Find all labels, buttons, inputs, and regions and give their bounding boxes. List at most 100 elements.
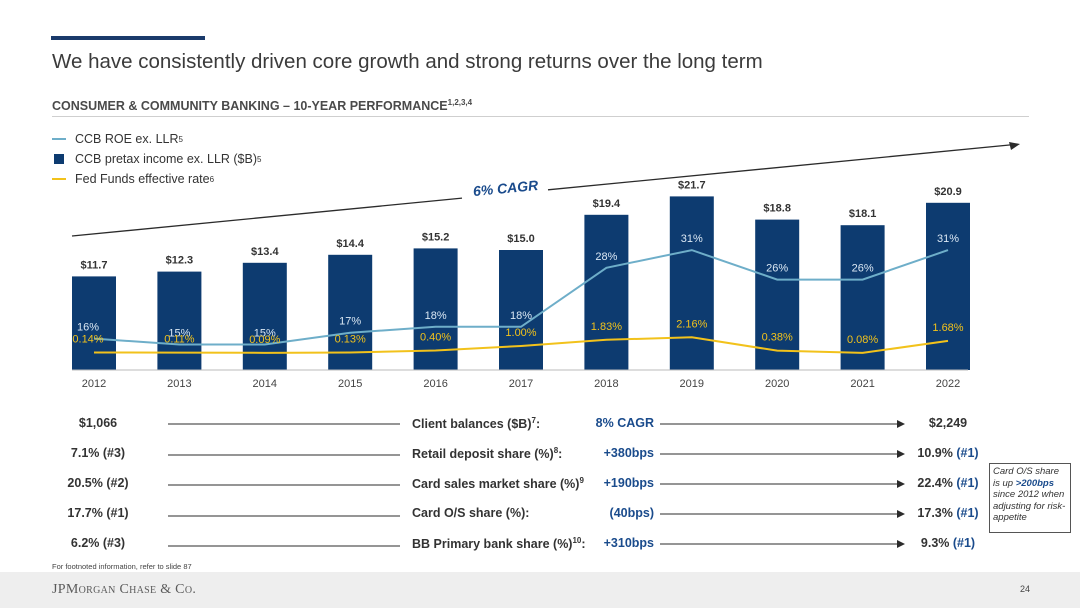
metric-label: Card sales market share (%)9 (412, 476, 584, 492)
bar-label-2013: $12.3 (166, 255, 194, 267)
note-text-before: Card O/S share is up (993, 466, 1059, 489)
fed-label-2017: 1.00% (505, 327, 536, 339)
bar-label-2016: $15.2 (422, 231, 450, 243)
fed-label-2014: 0.09% (249, 334, 280, 346)
x-tick-2015: 2015 (338, 378, 362, 390)
roe-label-2014: 15% (254, 328, 276, 340)
legend-swatch-income (54, 154, 64, 164)
roe-label-2020: 26% (766, 263, 788, 275)
metric-connector-left (168, 484, 400, 486)
footnote: For footnoted information, refer to slid… (52, 562, 192, 571)
roe-label-2016: 18% (425, 310, 447, 322)
legend-sup-fed: 6 (209, 174, 215, 184)
bar-2012 (72, 276, 116, 370)
subtitle-footnote: 1,2,3,4 (447, 98, 473, 107)
x-tick-2022: 2022 (936, 378, 960, 390)
metric-change: 8% CAGR (595, 416, 654, 430)
x-tick-2016: 2016 (423, 378, 447, 390)
metric-connector-left (168, 423, 400, 425)
legend-label-fed: Fed Funds effective rate (75, 172, 210, 186)
subtitle-text: CONSUMER & COMMUNITY BANKING – 10-YEAR P… (52, 99, 448, 114)
metric-start-value: 20.5% (#2) (67, 476, 129, 490)
metric-change: +310bps (603, 536, 654, 550)
page-number: 24 (1019, 584, 1030, 594)
legend-item-fed: Fed Funds effective rate 6 (52, 169, 261, 189)
bar-2022 (926, 202, 970, 370)
footer-bar (0, 572, 1080, 608)
roe-label-2015: 17% (339, 316, 361, 328)
company-logo: JPMorgan Chase & Co. (52, 582, 196, 598)
roe-label-2013: 15% (168, 328, 190, 340)
bar-2013 (157, 271, 202, 370)
metric-label: Client balances ($B)7: (412, 416, 541, 432)
metric-start-value: $1,066 (78, 416, 118, 430)
cagr-arrow-line-left (71, 197, 463, 237)
roe-label-2019: 31% (681, 233, 703, 245)
bar-label-2015: $14.4 (336, 238, 364, 250)
legend-sup-income: 5 (257, 154, 262, 164)
legend-item-income: CCB pretax income ex. LLR ($B) 5 (52, 149, 261, 169)
legend-swatch-fed (52, 178, 66, 180)
metric-end-value: 10.9% (#1) (917, 446, 979, 460)
x-tick-2018: 2018 (594, 378, 618, 390)
bar-2014 (242, 262, 287, 370)
fed-funds-line (93, 336, 949, 354)
metric-start-value: 17.7% (#1) (67, 506, 129, 520)
metric-end-value: 22.4% (#1) (917, 476, 979, 490)
roe-label-2021: 26% (852, 263, 874, 275)
fed-label-2016: 0.40% (420, 332, 451, 344)
metric-connector-left (168, 515, 400, 517)
note-highlight: >200bps (1015, 477, 1055, 489)
page-title: We have consistently driven core growth … (52, 50, 763, 73)
metric-end-value: 17.3% (#1) (917, 506, 979, 520)
bar-label-2019: $21.7 (678, 179, 706, 191)
x-tick-2014: 2014 (253, 378, 277, 390)
chart-subtitle: CONSUMER & COMMUNITY BANKING – 10-YEAR P… (52, 98, 472, 113)
bar-2020 (755, 219, 800, 370)
metric-change: (40bps) (609, 506, 654, 520)
roe-label-2018: 28% (595, 251, 617, 263)
bar-2019 (669, 196, 714, 370)
cagr-label: 6% CAGR (472, 177, 539, 199)
legend-swatch-roe (52, 138, 66, 140)
x-tick-2012: 2012 (82, 378, 106, 390)
cagr-arrow-line-right (547, 144, 1013, 191)
x-tick-2021: 2021 (850, 378, 874, 390)
metric-label: BB Primary bank share (%)10: (412, 536, 586, 552)
fed-label-2018: 1.83% (591, 321, 622, 333)
chart-legend: CCB ROE ex. LLR 5 CCB pretax income ex. L… (52, 129, 261, 189)
bar-label-2020: $18.8 (763, 203, 791, 215)
legend-item-roe: CCB ROE ex. LLR 5 (52, 129, 261, 149)
bar-label-2017: $15.0 (507, 233, 535, 245)
fed-label-2019: 2.16% (676, 318, 707, 330)
metric-label: Card O/S share (%): (412, 506, 530, 520)
bar-label-2014: $13.4 (251, 246, 279, 258)
card-os-note: Card O/S share is up >200bps since 2012 … (989, 463, 1071, 533)
metric-start-value: 6.2% (#3) (70, 536, 126, 550)
metric-connector-left (168, 545, 400, 547)
metric-arrow-right (660, 420, 905, 428)
x-tick-2017: 2017 (509, 378, 533, 390)
bar-2017 (499, 250, 543, 370)
bar-2021 (840, 225, 885, 370)
metric-end-value: 9.3% (#1) (920, 536, 976, 550)
x-tick-2019: 2019 (680, 378, 704, 390)
x-tick-2013: 2013 (167, 378, 191, 390)
metric-connector-left (168, 454, 400, 456)
bar-label-2022: $20.9 (934, 186, 962, 198)
performance-chart: 6% CAGR $11.7 2012 $12.3 2013 $13.4 2014 $14.4 2… (71, 142, 1020, 390)
roe-label-2022: 31% (937, 233, 959, 245)
legend-label-income: CCB pretax income ex. LLR ($B) (75, 152, 258, 166)
legend-label-roe: CCB ROE ex. LLR (75, 132, 179, 146)
metric-change: +190bps (603, 476, 654, 490)
metric-arrow-right (660, 480, 905, 488)
bar-2018 (584, 214, 629, 370)
metric-end-value: $2,249 (928, 416, 968, 430)
roe-label-2017: 18% (510, 310, 532, 322)
fed-label-2015: 0.13% (335, 334, 366, 346)
x-tick-2020: 2020 (765, 378, 789, 390)
metric-arrow-right (660, 510, 905, 518)
fed-label-2022: 1.68% (932, 322, 963, 334)
logo-text: JPMorgan Chase & Co. (52, 582, 197, 597)
bar-label-2018: $19.4 (593, 198, 621, 210)
